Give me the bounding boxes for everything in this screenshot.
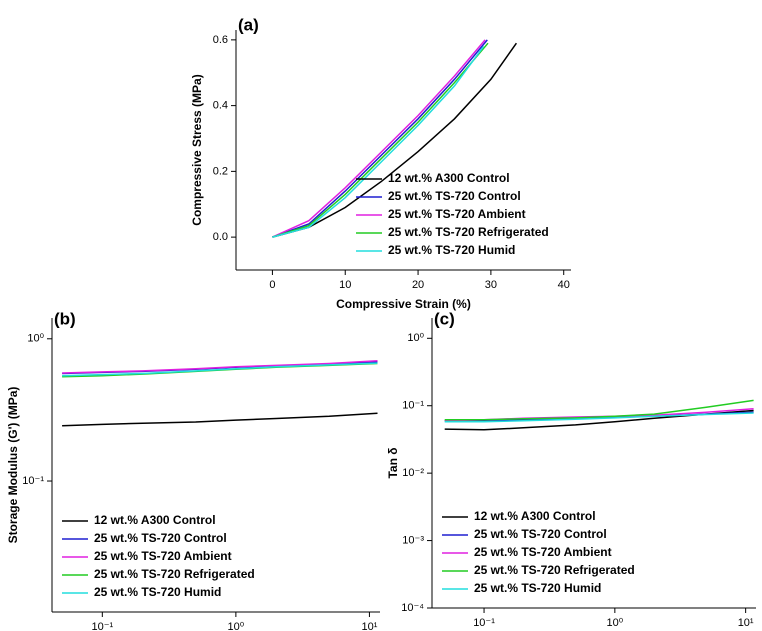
series-line	[272, 45, 485, 238]
x-tick-label: 10⁻¹	[91, 621, 113, 631]
x-tick-label: 30	[485, 279, 497, 291]
x-tick-label: 10⁰	[228, 621, 245, 631]
y-tick-label: 0.0	[213, 231, 228, 243]
x-tick-label: 20	[412, 279, 424, 291]
legend-label: 25 wt.% TS-720 Ambient	[388, 207, 526, 221]
x-tick-label: 0	[269, 279, 275, 291]
series-line	[444, 399, 754, 421]
y-axis-label: Storage Modulus (G') (MPa)	[6, 387, 20, 544]
legend-label: 12 wt.% A300 Control	[94, 513, 216, 527]
x-axis-label: Compressive Strain (%)	[336, 297, 471, 311]
x-tick-label: 10⁻¹	[473, 617, 495, 629]
legend-label: 25 wt.% TS-720 Control	[94, 531, 227, 545]
legend-label: 12 wt.% A300 Control	[474, 509, 596, 523]
series-line	[62, 362, 378, 377]
y-tick-label: 0.2	[213, 165, 228, 177]
x-tick-label: 10⁰	[607, 617, 624, 629]
legend-label: 25 wt.% TS-720 Refrigerated	[474, 563, 635, 577]
panel-label: (a)	[238, 15, 259, 34]
legend-label: 25 wt.% TS-720 Humid	[474, 581, 601, 595]
series-line	[272, 42, 518, 238]
y-tick-label: 10⁻¹	[402, 400, 424, 412]
y-tick-label: 10⁰	[407, 332, 424, 344]
y-tick-label: 10⁻¹	[22, 475, 44, 487]
series-line	[272, 42, 489, 238]
x-tick-label: 10¹	[361, 621, 377, 631]
legend-label: 25 wt.% TS-720 Control	[474, 527, 607, 541]
legend-label: 25 wt.% TS-720 Refrigerated	[94, 567, 255, 581]
legend-label: 25 wt.% TS-720 Refrigerated	[388, 225, 549, 239]
legend-label: 25 wt.% TS-720 Ambient	[94, 549, 232, 563]
x-tick-label: 10¹	[738, 617, 754, 629]
y-tick-label: 10⁻³	[402, 534, 424, 546]
y-tick-label: 10⁰	[27, 333, 44, 345]
y-tick-label: 0.4	[213, 100, 228, 112]
legend-label: 25 wt.% TS-720 Control	[388, 189, 521, 203]
x-tick-label: 40	[558, 279, 570, 291]
series-line	[272, 39, 488, 238]
y-axis-label: Tan δ	[386, 447, 400, 478]
legend-label: 25 wt.% TS-720 Humid	[94, 585, 221, 599]
legend-label: 12 wt.% A300 Control	[388, 171, 510, 185]
y-axis-label: Compressive Stress (MPa)	[190, 74, 204, 225]
x-tick-label: 10	[339, 279, 351, 291]
y-tick-label: 0.6	[213, 34, 228, 46]
series-line	[272, 39, 486, 238]
legend-label: 25 wt.% TS-720 Humid	[388, 243, 515, 257]
series-line	[444, 412, 754, 423]
series-line	[62, 360, 378, 374]
y-tick-label: 10⁻²	[402, 467, 424, 479]
panel-label: (c)	[434, 309, 455, 328]
panel-label: (b)	[54, 309, 76, 328]
legend-label: 25 wt.% TS-720 Ambient	[474, 545, 612, 559]
series-line	[62, 412, 378, 427]
y-tick-label: 10⁻⁴	[401, 602, 424, 614]
